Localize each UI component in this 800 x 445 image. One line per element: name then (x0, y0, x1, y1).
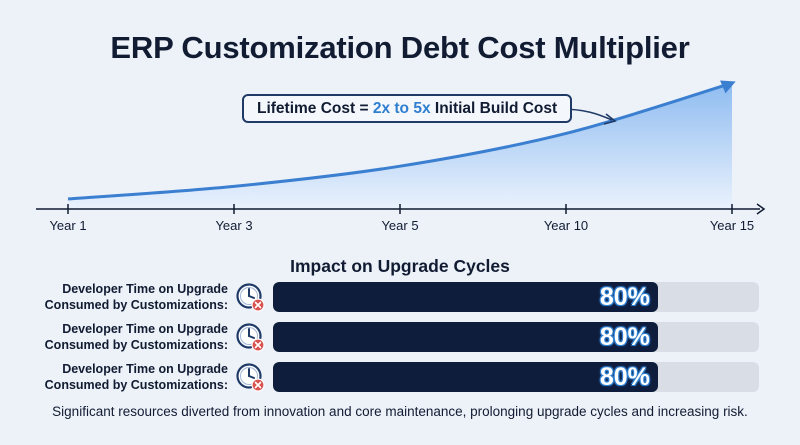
chart-title: ERP Customization Debt Cost Multiplier (110, 30, 690, 65)
lifetime-cost-callout: Lifetime Cost = 2x to 5x Initial Build C… (242, 94, 573, 123)
clock-with-x-icon (235, 322, 267, 354)
series-arrowhead-icon (720, 80, 736, 94)
impact-row: Developer Time on Upgrade Consumed by Cus… (0, 281, 800, 313)
impact-row-label: Developer Time on Upgrade Consumed by Cus… (0, 361, 228, 393)
impact-row: Developer Time on Upgrade Consumed by Cus… (0, 361, 800, 393)
impact-bar-fill: 80% (273, 282, 658, 312)
impact-bar-fill: 80% (273, 362, 658, 392)
impact-bar-track: 80% (273, 362, 759, 392)
clock-with-x-icon (235, 282, 267, 314)
callout-suffix: Initial Build Cost (430, 100, 558, 117)
callout-multiplier: 2x to 5x (372, 100, 431, 117)
x-axis-arrow-icon (756, 203, 766, 215)
callout-prefix: Lifetime Cost = (257, 100, 373, 117)
footnote: Significant resources diverted from inno… (52, 404, 748, 419)
impact-bar-track: 80% (273, 282, 759, 312)
impact-row-label-line1: Developer Time on Upgrade (62, 282, 228, 296)
impact-row-label: Developer Time on Upgrade Consumed by Cus… (0, 281, 228, 313)
x-tick-label: Year 1 (49, 218, 86, 233)
x-tick-label: Year 5 (381, 218, 418, 233)
x-tick-label: Year 3 (215, 218, 252, 233)
impact-row-label: Developer Time on Upgrade Consumed by Cus… (0, 321, 228, 353)
impact-bar-value: 80% (599, 323, 650, 351)
impact-bar-track: 80% (273, 322, 759, 352)
impact-section-title: Impact on Upgrade Cycles (290, 256, 510, 276)
impact-row-label-line2: Consumed by Customizations: (44, 298, 228, 312)
cost-series-line (67, 81, 733, 201)
impact-bar-value: 80% (599, 283, 650, 311)
cost-area-chart: Year 1 Year 3 Year 5 Year 10 Year 15 (36, 80, 766, 233)
cost-area-fill (68, 83, 732, 209)
impact-row-label-line1: Developer Time on Upgrade (62, 362, 228, 376)
impact-bar-fill: 80% (273, 322, 658, 352)
x-tick-label: Year 15 (710, 218, 754, 233)
impact-row-label-line1: Developer Time on Upgrade (62, 322, 228, 336)
x-tick-label: Year 10 (544, 218, 588, 233)
impact-row: Developer Time on Upgrade Consumed by Cus… (0, 321, 800, 353)
impact-row-label-line2: Consumed by Customizations: (44, 338, 228, 352)
impact-bar-value: 80% (599, 363, 650, 391)
impact-row-label-line2: Consumed by Customizations: (44, 378, 228, 392)
clock-with-x-icon (235, 362, 267, 394)
